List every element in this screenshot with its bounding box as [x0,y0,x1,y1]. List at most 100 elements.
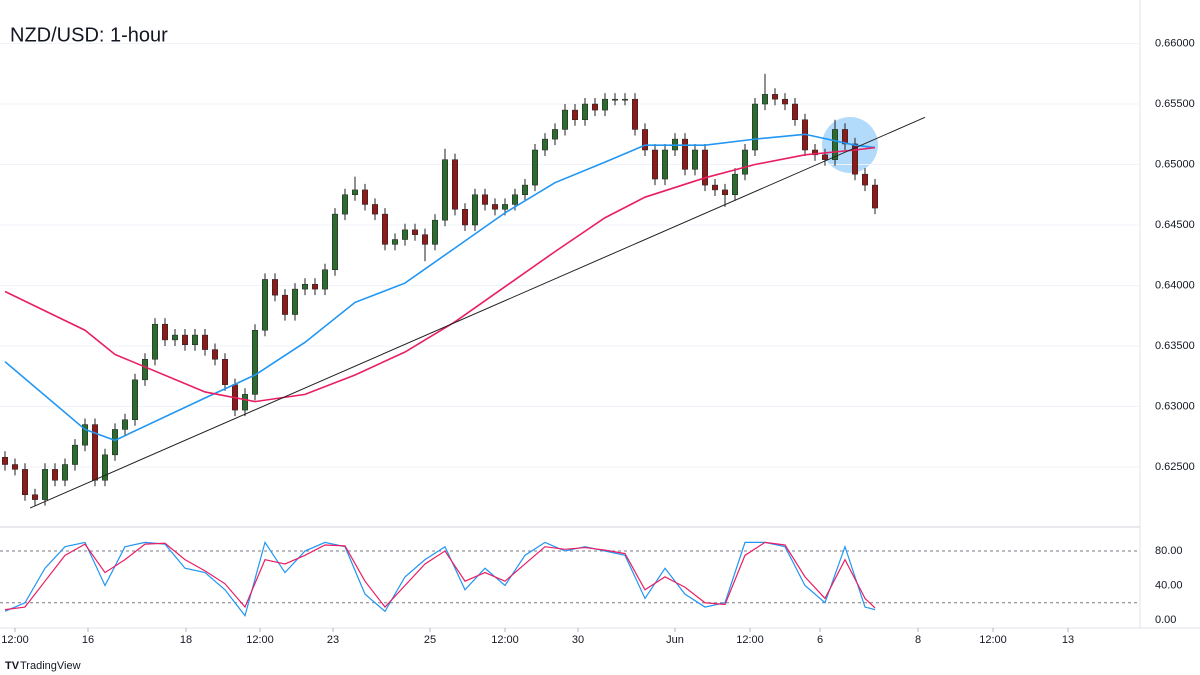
y-tick-label: 40.00 [1155,579,1183,591]
x-tick-label: 30 [572,634,584,646]
y-tick-label: 0.65000 [1155,158,1195,170]
candle-body [192,334,198,346]
overlay-line [4,146,876,403]
candle-body [212,349,218,360]
candle-body [272,279,278,296]
candle-body [582,103,588,121]
candle-body [562,109,568,130]
candle-body [302,284,308,290]
y-tick-label: 0.65500 [1155,98,1195,110]
candle-body [222,359,228,385]
chart-title: NZD/USD: 1-hour [10,24,168,46]
candle-body [812,149,818,156]
candle-body [532,149,538,186]
candle-body [122,419,128,430]
x-tick-label: 12:00 [246,634,274,646]
x-tick-label: 12:00 [979,634,1007,646]
candle-body [402,229,408,240]
y-tick-label: 0.63000 [1155,400,1195,412]
candle-body [442,159,448,221]
x-tick-label: 25 [424,634,436,646]
candle-body [292,288,298,315]
x-tick-label: 6 [817,634,823,646]
candle-body [822,154,828,160]
candle-body [282,294,288,315]
candle-body [602,98,608,111]
candle-body [772,94,778,100]
candle-body [662,149,668,180]
candle-body [712,184,718,191]
candle-body [832,129,838,160]
y-tick-label: 0.64500 [1155,219,1195,231]
brand-name: TradingView [20,660,81,672]
brand: TV TradingView [5,660,81,672]
candle-body [692,149,698,170]
x-tick-label: 23 [327,634,339,646]
candle-body [722,189,728,196]
candle-body [862,173,868,186]
candle-body [162,323,168,341]
x-tick-label: 18 [180,634,192,646]
y-tick-label: 0.63500 [1155,340,1195,352]
candle-body [432,219,438,245]
candle-body [502,204,508,210]
candle-body [552,129,558,140]
x-tick-label: 16 [82,634,94,646]
candle-body [72,444,78,465]
y-tick-label: 0.62500 [1155,461,1195,473]
candle-body [372,204,378,215]
y-tick-label: 0.66000 [1155,37,1195,49]
candle-body [312,284,318,290]
overlay-line [29,116,926,509]
brand-logo: TV [5,660,20,672]
candle-body [352,189,358,196]
candle-body [2,457,8,465]
candle-body [652,149,658,180]
candle-body [542,138,548,151]
candle-body [102,454,108,481]
candle-body [252,329,258,395]
candle-body [732,173,738,196]
x-tick-label: 12:00 [1,634,29,646]
candle-body [22,469,28,496]
candle-body [202,334,208,350]
candle-body [642,129,648,151]
candle-body [752,103,758,151]
y-tick-label: 0.00 [1155,614,1176,626]
x-tick-label: 8 [915,634,921,646]
candle-body [322,269,328,290]
y-tick-label: 80.00 [1155,545,1183,557]
candle-body [702,149,708,186]
y-tick-label: 0.64000 [1155,279,1195,291]
candle-body [792,103,798,121]
candle-body [682,138,688,170]
candle-body [332,213,338,271]
candle-body [622,98,628,101]
candle-body [362,189,368,205]
x-tick-label: Jun [666,634,684,646]
candle-body [852,143,858,175]
candle-body [172,334,178,341]
candle-body [262,279,268,331]
candle-body [412,229,418,235]
x-tick-label: 13 [1062,634,1074,646]
candle-body [82,424,88,446]
x-tick-label: 12:00 [491,634,519,646]
candle-body [632,98,638,130]
candle-body [872,184,878,209]
candle-body [92,424,98,481]
candle-body [52,469,58,481]
candle-body [492,204,498,210]
candle-body [592,103,598,111]
candle-body [12,464,18,470]
candle-body [462,209,468,226]
stochastic-line [4,540,876,617]
stochastic-line [4,541,876,611]
overlay-line [4,133,876,442]
candle-body [482,194,488,205]
candle-body [132,379,138,421]
candle-body [782,98,788,105]
candle-body [472,194,478,226]
